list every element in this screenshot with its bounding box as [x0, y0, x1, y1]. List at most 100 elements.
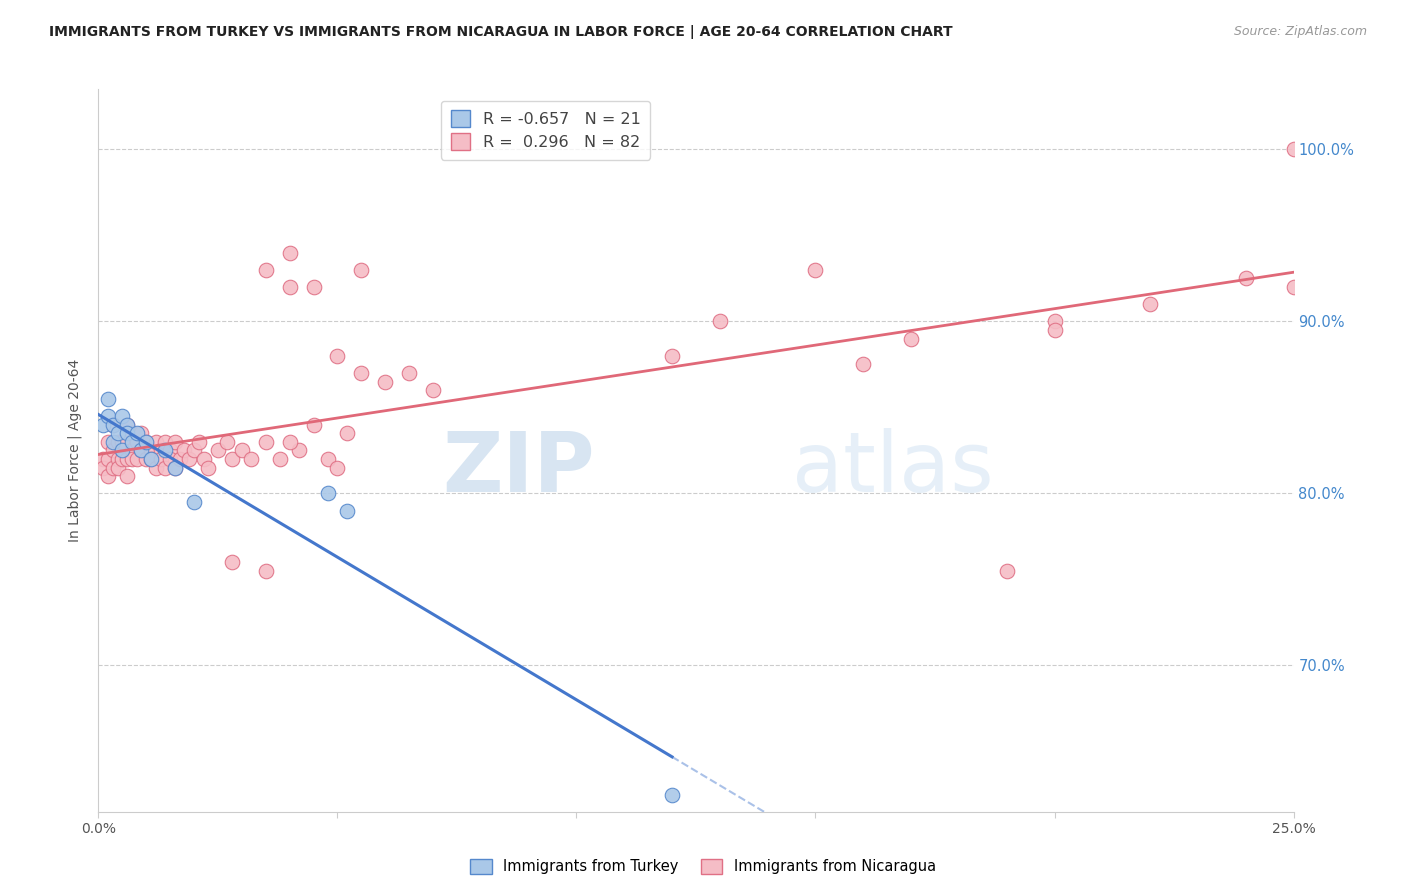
Point — [107, 434, 129, 449]
Point — [101, 443, 124, 458]
Point — [163, 460, 186, 475]
Point — [97, 469, 120, 483]
Point — [254, 434, 277, 449]
Point — [139, 452, 162, 467]
Point — [183, 443, 205, 458]
Point — [1234, 271, 1257, 285]
Point — [422, 384, 444, 398]
Point — [336, 503, 359, 517]
Point — [115, 417, 138, 432]
Point — [149, 452, 172, 467]
Point — [145, 460, 167, 475]
Point — [374, 375, 396, 389]
Point — [125, 426, 148, 441]
Point — [1139, 297, 1161, 311]
Point — [115, 417, 138, 432]
Point — [1043, 323, 1066, 337]
Point — [107, 460, 129, 475]
Point — [183, 495, 205, 509]
Y-axis label: In Labor Force | Age 20-64: In Labor Force | Age 20-64 — [67, 359, 83, 542]
Point — [101, 417, 124, 432]
Point — [135, 434, 157, 449]
Point — [995, 564, 1018, 578]
Point — [121, 452, 143, 467]
Point — [125, 434, 148, 449]
Point — [125, 452, 148, 467]
Point — [149, 443, 172, 458]
Point — [97, 452, 120, 467]
Point — [326, 349, 349, 363]
Point — [111, 434, 134, 449]
Point — [350, 262, 373, 277]
Point — [155, 460, 177, 475]
Point — [135, 434, 157, 449]
Point — [121, 434, 143, 449]
Point — [179, 452, 201, 467]
Point — [163, 460, 186, 475]
Point — [121, 443, 143, 458]
Point — [278, 245, 301, 260]
Point — [115, 469, 138, 483]
Point — [269, 452, 291, 467]
Point — [302, 280, 325, 294]
Legend: R = -0.657   N = 21, R =  0.296   N = 82: R = -0.657 N = 21, R = 0.296 N = 82 — [441, 101, 650, 160]
Point — [91, 417, 114, 432]
Point — [139, 443, 162, 458]
Point — [197, 460, 219, 475]
Point — [97, 392, 120, 406]
Point — [316, 486, 339, 500]
Point — [350, 366, 373, 380]
Point — [254, 262, 277, 277]
Point — [155, 443, 177, 458]
Point — [91, 460, 114, 475]
Legend: Immigrants from Turkey, Immigrants from Nicaragua: Immigrants from Turkey, Immigrants from … — [464, 853, 942, 880]
Point — [115, 426, 138, 441]
Point — [316, 452, 339, 467]
Point — [173, 443, 195, 458]
Point — [193, 452, 215, 467]
Point — [288, 443, 311, 458]
Point — [131, 443, 153, 458]
Point — [398, 366, 420, 380]
Text: Source: ZipAtlas.com: Source: ZipAtlas.com — [1233, 25, 1367, 38]
Point — [121, 426, 143, 441]
Text: IMMIGRANTS FROM TURKEY VS IMMIGRANTS FROM NICARAGUA IN LABOR FORCE | AGE 20-64 C: IMMIGRANTS FROM TURKEY VS IMMIGRANTS FRO… — [49, 25, 953, 39]
Point — [240, 452, 263, 467]
Point — [187, 434, 209, 449]
Point — [107, 452, 129, 467]
Point — [217, 434, 239, 449]
Point — [278, 280, 301, 294]
Point — [302, 417, 325, 432]
Point — [159, 443, 181, 458]
Point — [709, 314, 731, 328]
Point — [111, 452, 134, 467]
Point — [661, 788, 683, 802]
Text: atlas: atlas — [792, 428, 993, 509]
Point — [221, 555, 243, 569]
Point — [163, 434, 186, 449]
Point — [111, 443, 134, 458]
Point — [326, 460, 349, 475]
Point — [661, 349, 683, 363]
Point — [107, 426, 129, 441]
Point — [145, 434, 167, 449]
Point — [1043, 314, 1066, 328]
Point — [91, 452, 114, 467]
Point — [1282, 142, 1305, 156]
Point — [135, 452, 157, 467]
Point — [139, 452, 162, 467]
Point — [900, 332, 922, 346]
Point — [101, 460, 124, 475]
Point — [159, 452, 181, 467]
Point — [254, 564, 277, 578]
Point — [101, 417, 124, 432]
Point — [1282, 280, 1305, 294]
Point — [131, 443, 153, 458]
Point — [804, 262, 827, 277]
Point — [131, 426, 153, 441]
Point — [852, 358, 875, 372]
Point — [207, 443, 229, 458]
Point — [231, 443, 253, 458]
Text: ZIP: ZIP — [441, 428, 595, 509]
Point — [336, 426, 359, 441]
